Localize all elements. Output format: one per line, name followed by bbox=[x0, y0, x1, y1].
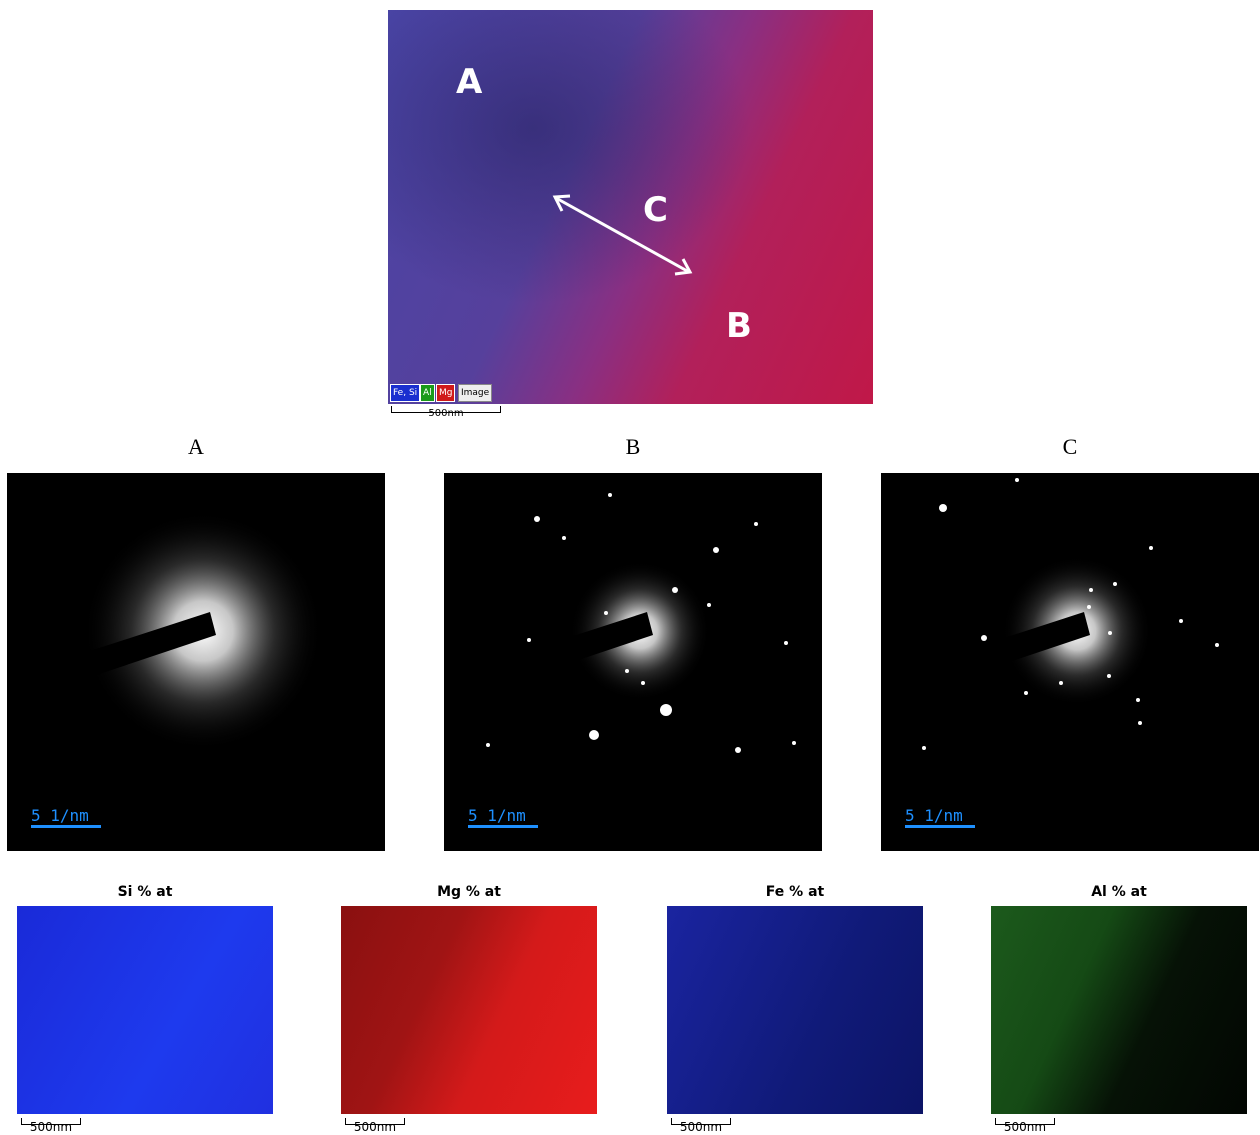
eds-overview: A C B Fe, Si Al Mg Image bbox=[388, 10, 873, 404]
diffraction-pattern: 5 1/nm bbox=[444, 473, 822, 851]
scale-bar: 5 1/nm bbox=[905, 806, 975, 828]
scale-bar: 5 1/nm bbox=[468, 806, 538, 828]
scale-bar: 5 1/nm bbox=[31, 806, 101, 828]
map-title: Al % at bbox=[991, 884, 1247, 900]
arrow bbox=[388, 10, 873, 404]
diffraction-pattern: 5 1/nm bbox=[7, 473, 385, 851]
caption: C bbox=[1050, 434, 1090, 460]
legend-item: Image bbox=[458, 384, 492, 402]
scale-bar-label: 500nm bbox=[21, 1120, 81, 1134]
scale-bar-label: 500nm bbox=[345, 1120, 405, 1134]
scale-bar-label: 500nm bbox=[391, 408, 501, 419]
caption: A bbox=[176, 434, 216, 460]
legend-item: Fe, Si bbox=[390, 384, 420, 402]
pattern-graphic bbox=[7, 473, 385, 851]
caption: B bbox=[613, 434, 653, 460]
element-map bbox=[991, 906, 1247, 1114]
element-map bbox=[341, 906, 597, 1114]
scale-bar-label: 500nm bbox=[995, 1120, 1055, 1134]
legend-item: Mg bbox=[436, 384, 455, 402]
pattern-graphic bbox=[444, 473, 822, 851]
legend-item: Al bbox=[420, 384, 435, 402]
scale-bar-label: 500nm bbox=[671, 1120, 731, 1134]
pattern-graphic bbox=[881, 473, 1259, 851]
element-map bbox=[667, 906, 923, 1114]
map-title: Fe % at bbox=[667, 884, 923, 900]
map-title: Si % at bbox=[17, 884, 273, 900]
map-title: Mg % at bbox=[341, 884, 597, 900]
figure: A C B Fe, Si Al Mg Image 500nm A B C 5 1… bbox=[0, 0, 1260, 1135]
diffraction-pattern: 5 1/nm bbox=[881, 473, 1259, 851]
element-map bbox=[17, 906, 273, 1114]
